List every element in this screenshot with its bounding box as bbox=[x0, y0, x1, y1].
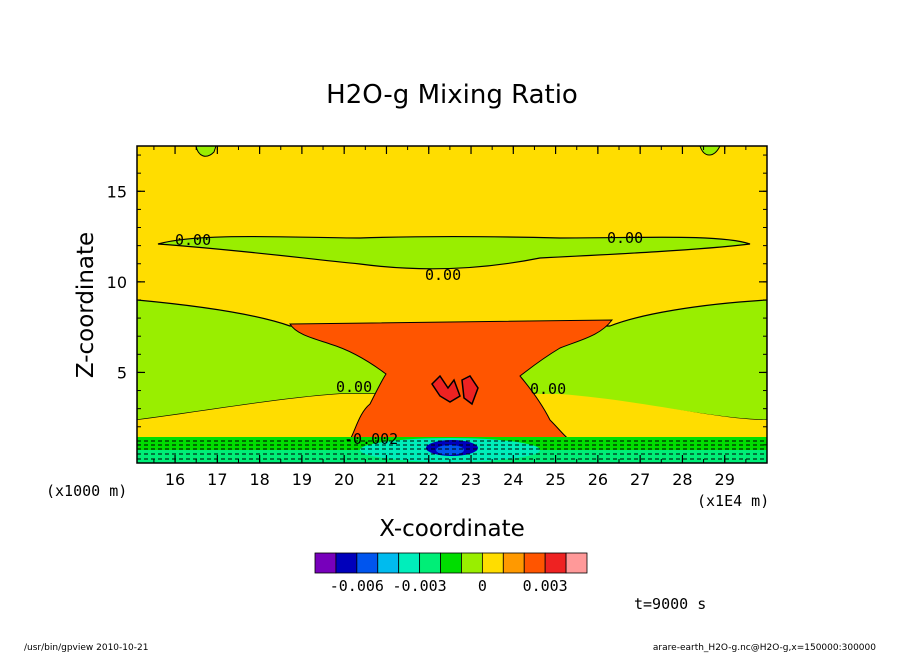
x-tick-label: 25 bbox=[545, 470, 565, 489]
colorbar-swatch bbox=[419, 552, 441, 574]
y-tick-label: 15 bbox=[107, 182, 127, 201]
x-tick-label: 29 bbox=[715, 470, 735, 489]
footer-right: arare-earth_H2O-g.nc@H2O-g,x=150000:3000… bbox=[653, 643, 876, 653]
colorbar-swatch bbox=[502, 552, 525, 574]
plot-frame bbox=[136, 145, 768, 464]
region-surface-minimum-inner bbox=[436, 445, 464, 455]
x-tick-label: 23 bbox=[461, 470, 481, 489]
colorbar-tick-label: -0.006 bbox=[330, 577, 384, 595]
colorbar-swatch bbox=[481, 552, 504, 574]
colorbar-swatch bbox=[544, 552, 567, 574]
contour-label: 0.00 bbox=[530, 380, 566, 398]
contour-label: 0.00 bbox=[607, 229, 643, 247]
contour-label: 0.00 bbox=[425, 266, 461, 284]
footer-left: /usr/bin/gpview 2010-10-21 bbox=[24, 643, 148, 653]
region-core-right bbox=[461, 375, 479, 406]
colorbar-swatch bbox=[398, 552, 421, 574]
colorbar-swatch bbox=[314, 552, 337, 574]
colorbar-swatch bbox=[335, 552, 358, 574]
y-unit-label: (x1000 m) bbox=[46, 482, 127, 500]
x-tick-label: 22 bbox=[419, 470, 439, 489]
colorbar-tick-label: 0.003 bbox=[523, 577, 568, 595]
x-tick-label: 21 bbox=[376, 470, 396, 489]
colorbar-tick-label: -0.003 bbox=[393, 577, 447, 595]
contour-label: -0.002 bbox=[344, 430, 398, 448]
x-unit-label: (x1E4 m) bbox=[697, 492, 769, 510]
x-tick-label: 26 bbox=[588, 470, 608, 489]
top-contour-right bbox=[699, 146, 721, 156]
contour-label: 0.00 bbox=[336, 378, 372, 396]
colorbar-swatch bbox=[440, 552, 462, 574]
x-tick-label: 28 bbox=[672, 470, 692, 489]
y-axis: 5 10 15 bbox=[107, 154, 767, 446]
x-tick-label: 16 bbox=[165, 470, 185, 489]
x-axis-label: X-coordinate bbox=[379, 516, 525, 542]
colorbar-swatch bbox=[377, 552, 400, 574]
colorbar-swatch bbox=[356, 552, 379, 574]
colorbar-tick-label: 0 bbox=[478, 577, 487, 595]
contour-labels: 0.00 0.00 0.00 0.00 0.00 -0.002 bbox=[175, 229, 643, 448]
top-contour-left bbox=[195, 146, 217, 157]
x-tick-label: 20 bbox=[334, 470, 354, 489]
colorbar-swatch bbox=[523, 552, 546, 574]
y-axis-label: Z-coordinate bbox=[73, 232, 99, 378]
surface-dashed-contours bbox=[137, 440, 767, 460]
region-core-left bbox=[431, 374, 461, 403]
y-tick-label: 10 bbox=[107, 273, 127, 292]
time-annotation: t=9000 s bbox=[634, 595, 706, 613]
colorbar-swatch bbox=[565, 552, 588, 574]
colorbar-swatch bbox=[461, 552, 483, 574]
x-axis: 16 17 18 19 20 21 22 23 24 25 26 27 28 29 bbox=[153, 146, 768, 489]
x-tick-label: 24 bbox=[503, 470, 523, 489]
contour-field bbox=[137, 146, 767, 463]
chart-title: H2O-g Mixing Ratio bbox=[326, 80, 578, 110]
x-tick-label: 18 bbox=[249, 470, 269, 489]
region-green-band-12km bbox=[157, 235, 751, 270]
colorbar: -0.006 -0.003 0 0.003 bbox=[314, 552, 588, 595]
y-tick-label: 5 bbox=[117, 363, 127, 382]
x-tick-label: 19 bbox=[292, 470, 312, 489]
x-tick-label: 27 bbox=[630, 470, 650, 489]
contour-label: 0.00 bbox=[175, 231, 211, 249]
x-tick-label: 17 bbox=[207, 470, 227, 489]
